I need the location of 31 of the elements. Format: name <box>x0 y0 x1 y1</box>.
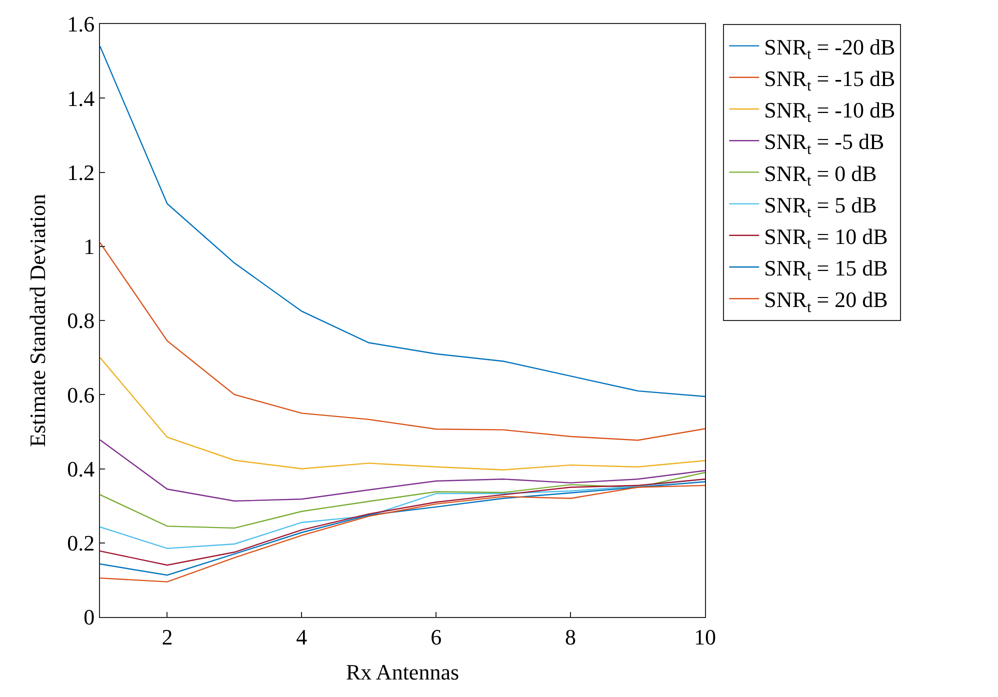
legend-label: SNR$_{t}$ = -10 dB <box>764 98 896 126</box>
line-series <box>100 242 705 441</box>
x-axis-title: Rx Antennas <box>346 659 460 684</box>
legend-label: SNR$_{t}$ = 20 dB <box>764 287 888 316</box>
line-series <box>100 356 705 470</box>
line-series <box>100 472 705 529</box>
y-tick-label: 1 <box>84 234 95 260</box>
line-series <box>100 439 705 502</box>
legend-label: SNR$_{t}$ = 5 dB <box>764 192 877 221</box>
y-tick-label: 0.6 <box>67 382 95 408</box>
y-axis-title: Estimate Standard Deviation <box>24 194 50 447</box>
line-series <box>100 46 705 398</box>
x-tick-label: 8 <box>565 624 576 650</box>
y-tick-label: 1.6 <box>67 12 95 37</box>
y-tick-label: 0.4 <box>67 456 95 482</box>
y-tick-label: 1.2 <box>67 160 95 185</box>
legend-label: SNR$_{t}$ = -5 dB <box>764 129 884 158</box>
legend-label: SNR$_{t}$ = 15 dB <box>764 256 888 284</box>
x-tick-label: 10 <box>694 624 716 650</box>
x-tick-label: 4 <box>296 624 308 650</box>
legend-label: SNR$_{t}$ = 10 dB <box>764 224 888 253</box>
x-tick-label: 6 <box>430 624 442 650</box>
y-tick-label: 1.4 <box>67 86 95 111</box>
y-tick-label: 0.2 <box>67 530 95 556</box>
legend-label: SNR$_{t}$ = 0 dB <box>764 160 877 190</box>
legend-label: SNR$_{t}$ = -20 dB <box>764 34 896 63</box>
y-tick-label: 0.8 <box>67 308 95 334</box>
y-tick-label: 0 <box>84 604 95 630</box>
x-tick-label: 2 <box>162 624 173 650</box>
line-series <box>100 478 705 550</box>
legend-label: SNR$_{t}$ = -15 dB <box>764 66 896 95</box>
